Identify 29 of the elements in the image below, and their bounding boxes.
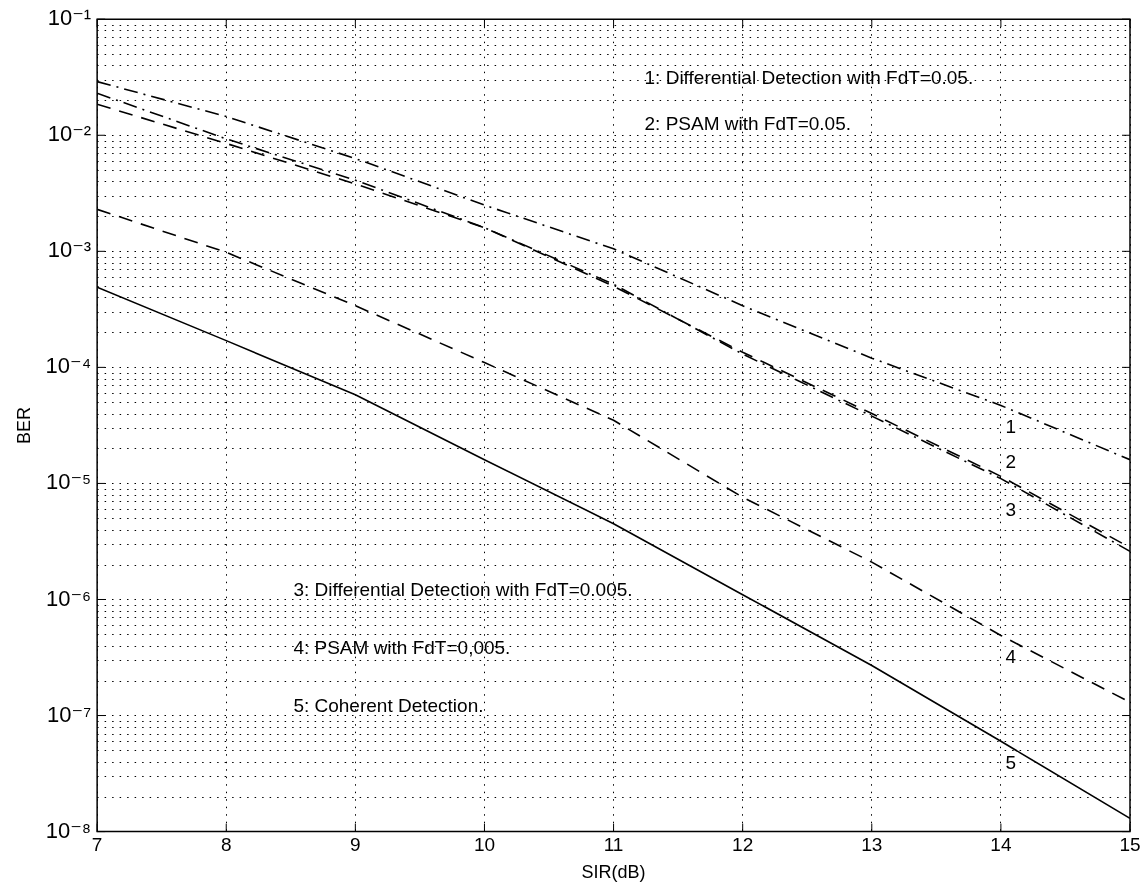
y-tick-label: 10⁻⁸ xyxy=(45,817,92,843)
y-tick-label: 10⁻⁴ xyxy=(45,353,92,379)
y-tick-label: 10⁻¹ xyxy=(47,5,92,31)
x-tick-label: 13 xyxy=(861,834,883,856)
y-tick-label: 10⁻³ xyxy=(47,237,92,263)
y-axis-title: BER xyxy=(13,406,34,444)
annotation: 1: Differential Detection with FdT=0.05. xyxy=(644,67,974,89)
x-tick-label: 14 xyxy=(990,834,1012,856)
annotation: 2: PSAM with FdT=0.05. xyxy=(644,113,852,135)
y-tick-label: 10⁻⁷ xyxy=(47,701,92,727)
annotation: 3: Differential Detection with FdT=0.005. xyxy=(293,578,633,600)
annotation: 5 xyxy=(1005,751,1017,773)
x-tick-label: 7 xyxy=(91,834,103,856)
x-tick-label: 15 xyxy=(1119,834,1141,856)
annotation: 5: Coherent Detection. xyxy=(293,694,484,716)
annotation: 2 xyxy=(1005,450,1017,472)
annotation: 4: PSAM with FdT=0,005. xyxy=(293,636,511,658)
y-tick-label: 10⁻² xyxy=(47,121,92,147)
y-tick-label: 10⁻⁶ xyxy=(46,585,92,611)
y-tick-label: 10⁻⁵ xyxy=(45,469,92,495)
x-axis-title: SIR(dB) xyxy=(581,862,646,883)
x-tick-label: 11 xyxy=(603,834,624,856)
x-tick-label: 9 xyxy=(350,834,361,856)
annotation: 3 xyxy=(1005,498,1017,520)
annotation: 4 xyxy=(1005,645,1017,667)
annotation: 1 xyxy=(1005,415,1017,437)
x-tick-label: 8 xyxy=(220,834,232,856)
x-tick-label: 10 xyxy=(473,834,496,856)
x-tick-label: 12 xyxy=(732,834,754,856)
